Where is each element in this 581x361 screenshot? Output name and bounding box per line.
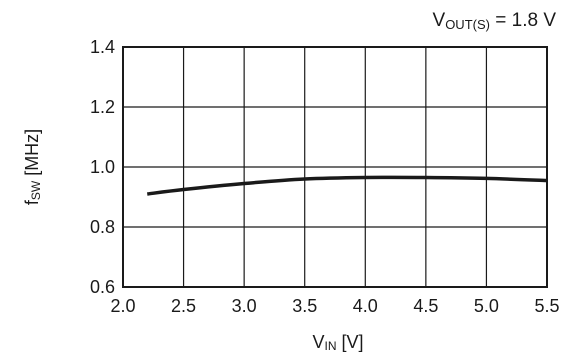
x-tick-label: 2.5 bbox=[171, 296, 196, 316]
x-tick-label: 3.0 bbox=[232, 296, 257, 316]
x-tick-label: 5.5 bbox=[534, 296, 559, 316]
y-tick-label: 0.6 bbox=[90, 277, 115, 297]
y-axis-label-main: f bbox=[22, 199, 42, 205]
x-tick-labels: 2.0 2.5 3.0 3.5 4.0 4.5 5.0 5.5 bbox=[110, 296, 559, 316]
x-axis-label-rest: [V] bbox=[337, 332, 364, 352]
y-tick-label: 0.8 bbox=[90, 217, 115, 237]
x-tick-label: 5.0 bbox=[474, 296, 499, 316]
x-axis-label-sub: IN bbox=[325, 339, 337, 353]
y-tick-labels: 0.6 0.8 1.0 1.2 1.4 bbox=[90, 37, 115, 297]
series-line bbox=[147, 175, 548, 196]
x-tick-label: 2.0 bbox=[110, 296, 135, 316]
condition-rest: = 1.8 V bbox=[490, 10, 556, 31]
series-layer bbox=[147, 175, 548, 196]
y-axis-label: fSW [MHz] bbox=[22, 129, 43, 205]
plot-frame bbox=[122, 46, 548, 288]
x-axis-label: VIN [V] bbox=[312, 332, 363, 353]
y-axis-label-sub: SW bbox=[29, 180, 43, 200]
y-axis-label-rest: [MHz] bbox=[22, 129, 42, 181]
x-tick-label: 4.5 bbox=[413, 296, 438, 316]
y-tick-label: 1.2 bbox=[90, 97, 115, 117]
condition-label: VOUT(S) = 1.8 V bbox=[433, 10, 557, 32]
x-tick-label: 3.5 bbox=[292, 296, 317, 316]
grid bbox=[123, 47, 547, 287]
x-axis-label-main: V bbox=[312, 332, 324, 352]
x-tick-label: 4.0 bbox=[353, 296, 378, 316]
condition-sub: OUT(S) bbox=[445, 17, 490, 32]
y-tick-label: 1.0 bbox=[90, 157, 115, 177]
y-tick-label: 1.4 bbox=[90, 37, 115, 57]
condition-main: V bbox=[433, 10, 446, 31]
